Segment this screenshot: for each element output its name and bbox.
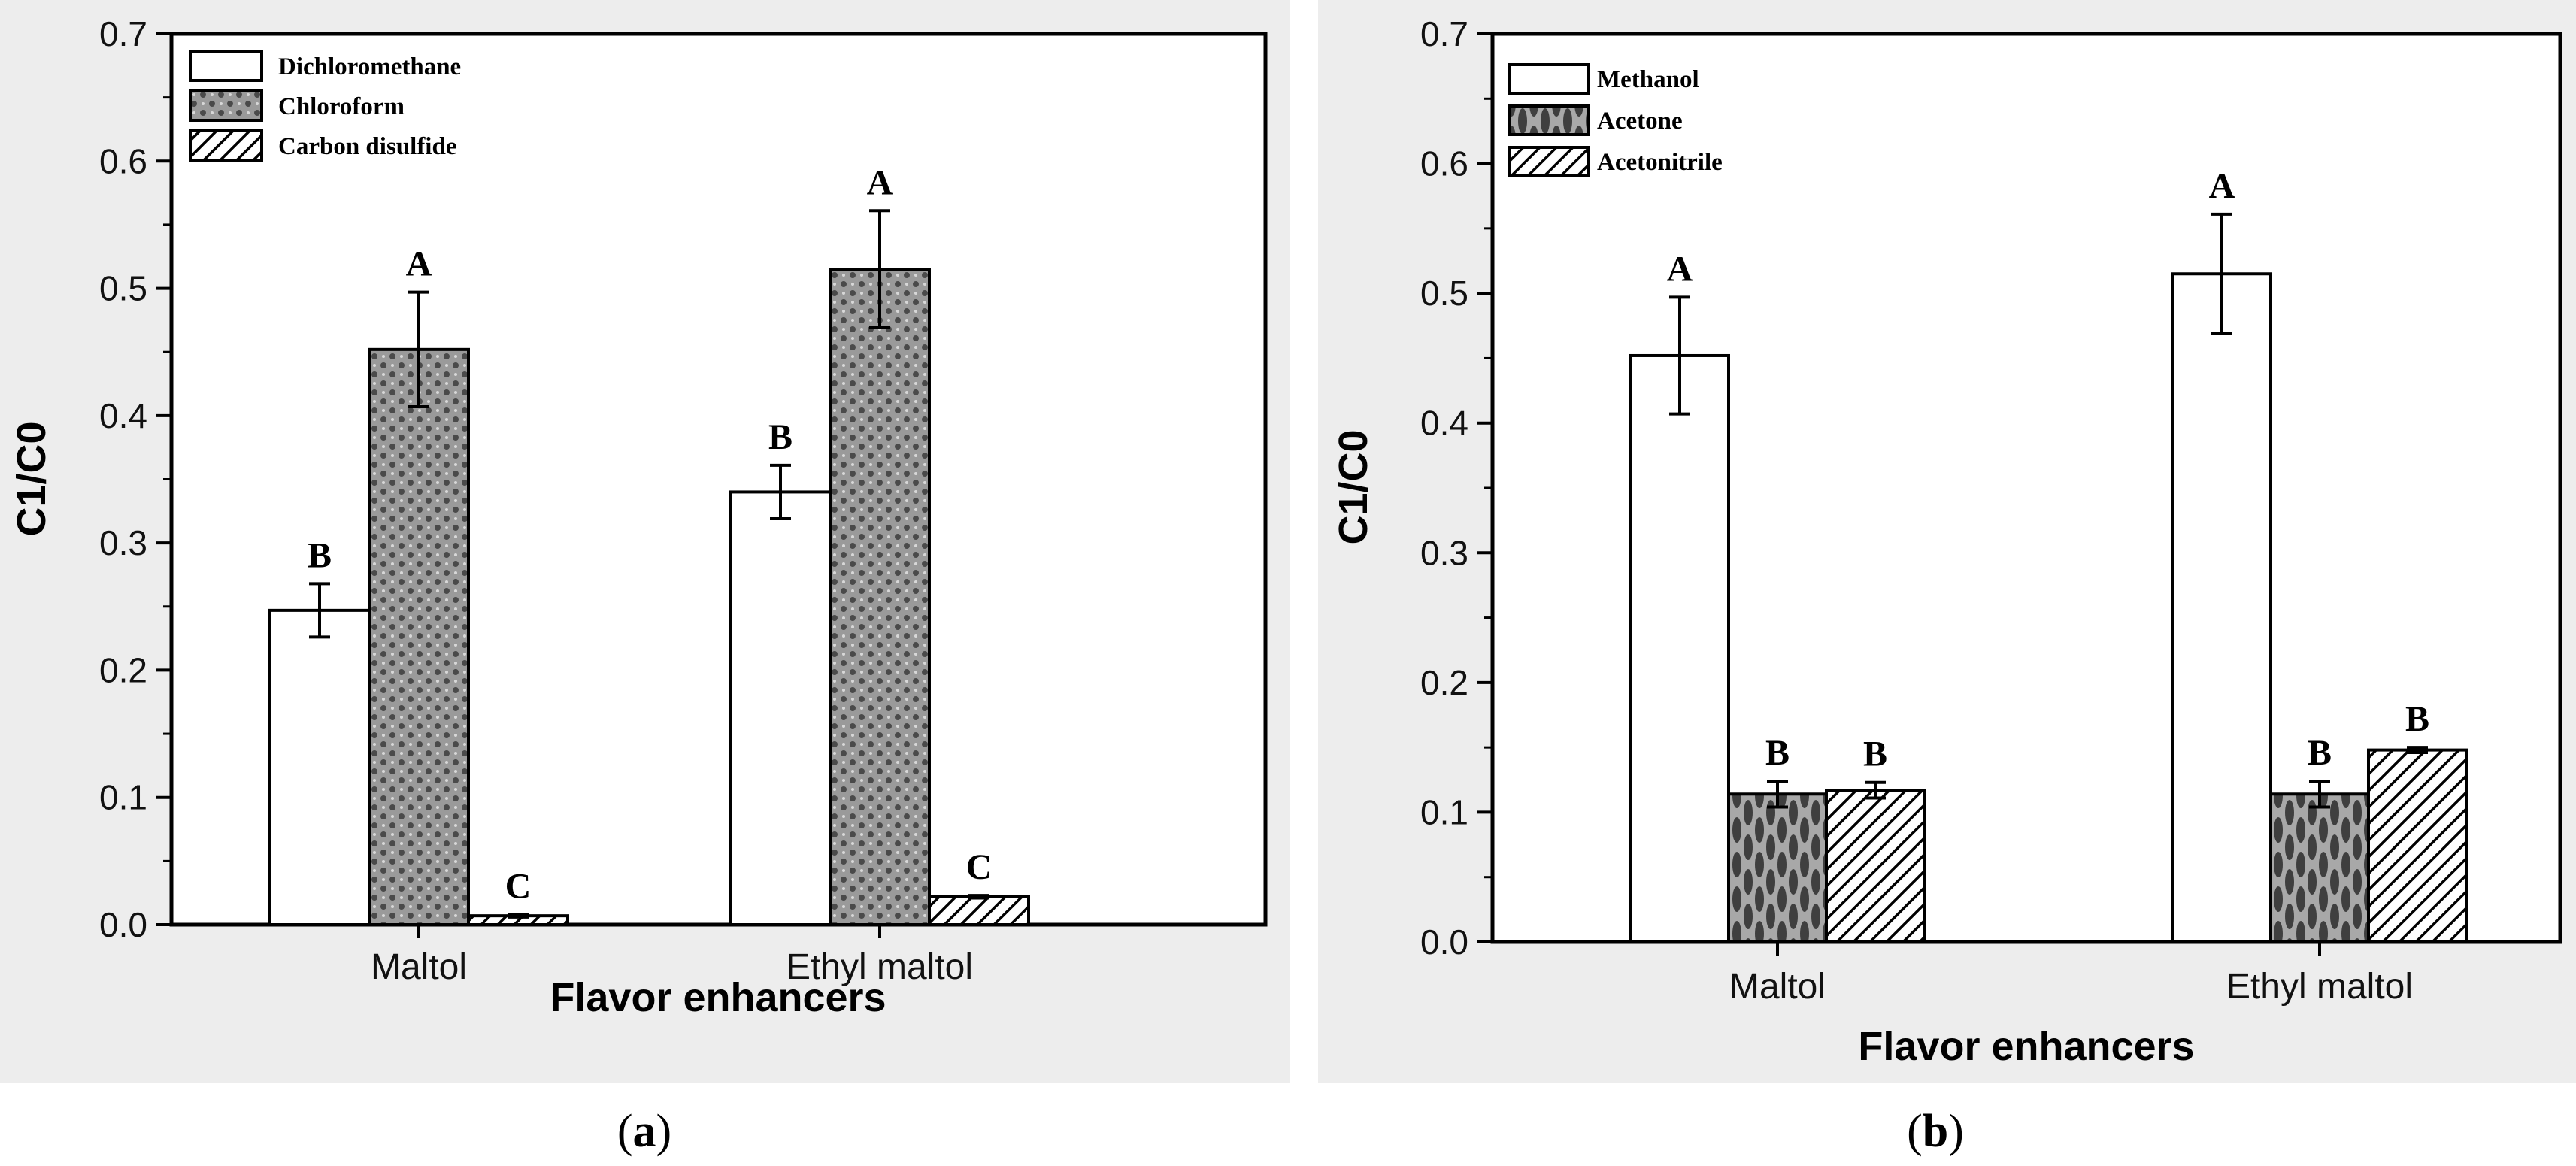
legend-swatch <box>189 129 263 162</box>
y-tick-label: 0.6 <box>99 141 147 180</box>
significance-label: B <box>1863 734 1887 774</box>
x-axis-title: Flavor enhancers <box>550 975 886 1020</box>
y-axis-ticks: 0.0 0.1 0.2 0.3 0.4 0.5 0.6 0.7 <box>1420 14 1493 962</box>
y-axis-title: C1/C0 <box>1331 429 1376 544</box>
y-tick-label: 0.7 <box>99 14 147 53</box>
significance-label: B <box>768 417 792 457</box>
x-axis-title: Flavor enhancers <box>1858 1024 2194 1069</box>
category-label: Ethyl maltol <box>786 947 973 987</box>
bar <box>2171 272 2272 943</box>
y-tick-label: 0.0 <box>1420 922 1468 962</box>
legend-label: Dichloromethane <box>278 53 461 80</box>
chart-panel-a: 0.0 0.1 0.2 0.3 0.4 0.5 0.6 0.7 B B A A C C Maltol Et… <box>0 0 1290 1083</box>
y-tick-label: 0.0 <box>99 905 147 944</box>
error-bar <box>508 913 529 919</box>
significance-label: A <box>867 162 893 202</box>
caption-b: (b) <box>1907 1106 1964 1157</box>
error-bar <box>2211 212 2232 335</box>
caption-b-letter: b <box>1923 1106 1948 1157</box>
y-tick-label: 0.1 <box>99 778 147 817</box>
legend-swatch <box>1508 104 1590 136</box>
significance-label: C <box>505 866 532 906</box>
bars <box>268 268 1030 927</box>
legend-swatch <box>189 89 263 122</box>
legend-label: Carbon disulfide <box>278 133 456 160</box>
significance-label: B <box>1765 733 1790 773</box>
error-bar <box>1865 780 1886 800</box>
y-tick-label: 0.3 <box>99 523 147 562</box>
legend-label: Acetone <box>1597 108 1683 135</box>
significance-label: A <box>1667 249 1693 289</box>
category-label: Maltol <box>1729 967 1826 1007</box>
y-tick-label: 0.6 <box>1420 144 1468 183</box>
bar <box>1629 353 1730 943</box>
y-tick-label: 0.5 <box>99 269 147 308</box>
bar <box>1727 792 1828 943</box>
category-label: Maltol <box>371 947 467 987</box>
legend-swatch <box>189 50 263 82</box>
bar <box>2367 748 2468 944</box>
y-tick-label: 0.4 <box>99 396 147 435</box>
caption-a-letter: a <box>633 1106 656 1157</box>
error-bars <box>309 209 989 919</box>
significance-label: B <box>2405 699 2429 739</box>
legend-label: Acetonitrile <box>1597 149 1723 176</box>
error-bar <box>968 894 989 900</box>
error-bar <box>869 209 890 330</box>
error-bar <box>770 463 791 520</box>
legend-swatch <box>1508 63 1590 95</box>
bar <box>928 895 1030 927</box>
y-tick-label: 0.5 <box>1420 274 1468 313</box>
significance-labels: A A B B B B <box>1667 166 2429 774</box>
chart-panel-b: 0.0 0.1 0.2 0.3 0.4 0.5 0.6 0.7 A A B B B B Maltol Et… <box>1318 0 2576 1083</box>
significance-label: B <box>2308 733 2332 773</box>
error-bar <box>408 290 429 409</box>
significance-label: C <box>966 847 993 887</box>
y-tick-label: 0.4 <box>1420 404 1468 443</box>
error-bars <box>1669 212 2428 809</box>
y-axis-title: C1/C0 <box>9 421 54 536</box>
bar <box>729 490 832 926</box>
error-bar <box>1669 295 1690 416</box>
caption-a: (a) <box>617 1106 671 1157</box>
significance-label: A <box>406 244 432 284</box>
y-tick-label: 0.1 <box>1420 792 1468 831</box>
category-labels: Maltol Ethyl maltol <box>1729 942 2413 1007</box>
y-tick-label: 0.7 <box>1420 14 1468 53</box>
significance-label: A <box>2209 166 2235 206</box>
bars <box>1629 272 2468 944</box>
bar <box>2269 792 2370 943</box>
legend-label: Chloroform <box>278 93 405 120</box>
y-axis-ticks: 0.0 0.1 0.2 0.3 0.4 0.5 0.6 0.7 <box>99 14 171 944</box>
category-labels: Maltol Ethyl maltol <box>371 925 973 987</box>
error-bar <box>1767 780 1788 809</box>
legend-swatch <box>1508 146 1590 177</box>
bar <box>829 268 931 926</box>
legend: Methanol Acetone Acetonitrile <box>1508 63 1723 177</box>
legend: Dichloromethane Chloroform Carbon disulfid… <box>189 50 461 162</box>
error-bar <box>309 582 330 639</box>
category-label: Ethyl maltol <box>2226 967 2413 1007</box>
significance-label: B <box>308 535 332 575</box>
significance-labels: B B A A C C <box>308 162 992 906</box>
legend-label: Methanol <box>1597 66 1699 93</box>
y-tick-label: 0.2 <box>99 650 147 689</box>
error-bar <box>2407 746 2428 755</box>
bar <box>1825 789 1926 943</box>
y-tick-label: 0.2 <box>1420 663 1468 702</box>
error-bar <box>2309 780 2330 809</box>
bar <box>268 608 371 926</box>
y-tick-label: 0.3 <box>1420 533 1468 572</box>
bar <box>368 347 470 927</box>
